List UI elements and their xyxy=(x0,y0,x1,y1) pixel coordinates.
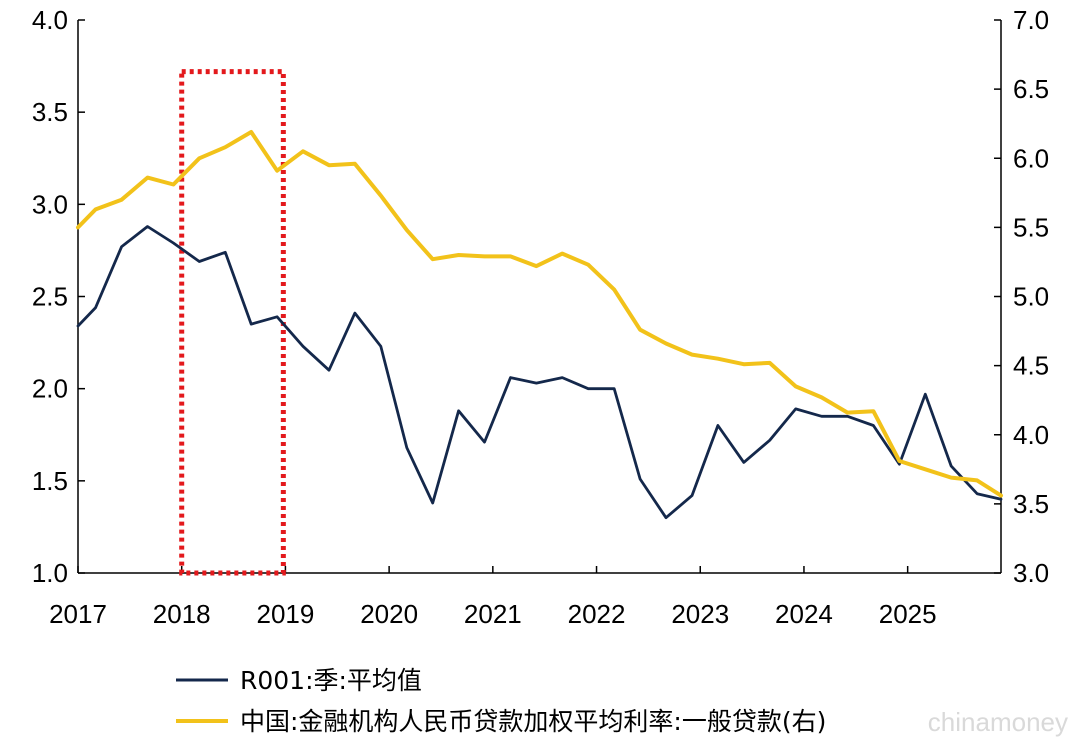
x-axis-tick-label: 2024 xyxy=(775,599,833,629)
x-axis-tick-label: 2019 xyxy=(256,599,314,629)
right-axis-tick-label: 4.5 xyxy=(1013,351,1049,381)
left-axis-tick-label: 1.5 xyxy=(32,466,68,496)
legend: R001:季:平均值 中国:金融机构人民币贷款加权平均利率:一般贷款(右) xyxy=(176,666,826,736)
x-axis-tick-label: 2021 xyxy=(464,599,522,629)
left-axis-tick-label: 1.0 xyxy=(32,558,68,588)
series-line-r001 xyxy=(76,225,1003,520)
axes xyxy=(77,19,1002,574)
legend-label-r001: R001:季:平均值 xyxy=(240,666,422,695)
right-axis-tick-label: 7.0 xyxy=(1013,5,1049,35)
left-axis-tick-label: 2.0 xyxy=(32,374,68,404)
watermark: chinamoney xyxy=(928,707,1068,737)
legend-label-loan-rate: 中国:金融机构人民币贷款加权平均利率:一般贷款(右) xyxy=(240,707,826,736)
right-axis-tick-label: 3.0 xyxy=(1013,558,1049,588)
x-axis-tick-label: 2022 xyxy=(568,599,626,629)
highlight-region xyxy=(179,69,286,576)
x-axis-tick-label: 2025 xyxy=(879,599,937,629)
left-axis-tick-label: 3.5 xyxy=(32,97,68,127)
right-axis-tick-label: 6.0 xyxy=(1013,143,1049,173)
x-axis-tick-label: 2017 xyxy=(49,599,107,629)
left-axis-tick-label: 3.0 xyxy=(32,189,68,219)
right-axis-tick-label: 6.5 xyxy=(1013,74,1049,104)
right-axis-tick-label: 5.5 xyxy=(1013,212,1049,242)
series-line-loan-rate xyxy=(76,130,1003,498)
highlight-box xyxy=(179,69,286,576)
right-axis-tick-label: 3.5 xyxy=(1013,489,1049,519)
x-axis-tick-label: 2018 xyxy=(153,599,211,629)
x-axis-tick-label: 2023 xyxy=(671,599,729,629)
right-axis-tick-label: 4.0 xyxy=(1013,420,1049,450)
x-axis-tick-labels: 2017 2018 2019 2020 2021 2022 2023 2024 2025 xyxy=(49,599,937,629)
left-axis-tick-label: 2.5 xyxy=(32,282,68,312)
right-axis-tick-label: 5.0 xyxy=(1013,282,1049,312)
series-layer xyxy=(76,130,1003,520)
left-axis-tick-labels: 1.0 1.5 2.0 2.5 3.0 3.5 4.0 xyxy=(32,5,68,588)
left-axis-tick-label: 4.0 xyxy=(32,5,68,35)
right-axis-tick-labels: 3.0 3.5 4.0 4.5 5.0 5.5 6.0 6.5 7.0 xyxy=(1013,5,1049,588)
x-axis-tick-label: 2020 xyxy=(360,599,418,629)
